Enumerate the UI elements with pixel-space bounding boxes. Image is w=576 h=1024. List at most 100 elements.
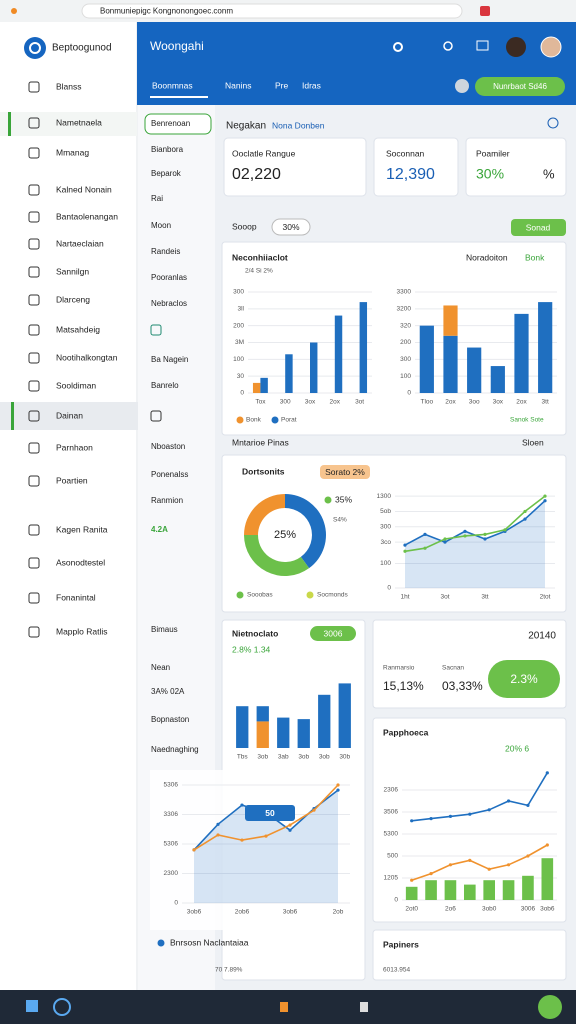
subnav-item[interactable]: 3A% 02A bbox=[151, 687, 185, 696]
bar bbox=[514, 313, 529, 393]
icon[interactable] bbox=[393, 42, 403, 52]
nav-item[interactable]: Dainan bbox=[56, 410, 83, 420]
header-button[interactable] bbox=[475, 77, 565, 96]
app-icon[interactable] bbox=[53, 998, 71, 1016]
avatar[interactable] bbox=[506, 37, 526, 57]
app-icon[interactable] bbox=[360, 1002, 368, 1012]
active-row bbox=[0, 112, 137, 136]
subnav-item[interactable]: Nebraclos bbox=[151, 299, 187, 308]
subnav-item[interactable]: Ponenalss bbox=[151, 470, 188, 479]
bar bbox=[338, 683, 351, 748]
heading-link[interactable]: Nona Donben bbox=[272, 120, 325, 130]
panel-pill bbox=[310, 626, 356, 641]
subnav-item[interactable]: Ranmion bbox=[151, 496, 183, 505]
nav-item[interactable]: Sooldiman bbox=[56, 380, 96, 390]
x-tick-label: 30b bbox=[339, 754, 350, 761]
nav-item[interactable]: Matsahdeig bbox=[56, 324, 100, 334]
subnav-item[interactable]: Nboaston bbox=[151, 442, 185, 451]
nav-item[interactable]: Fonanintal bbox=[56, 592, 96, 602]
point bbox=[443, 540, 447, 544]
subnav-item[interactable]: Randeis bbox=[151, 247, 180, 256]
active-marker bbox=[8, 112, 11, 136]
start-button[interactable] bbox=[26, 1000, 38, 1012]
stat-card bbox=[465, 137, 567, 197]
filter-button[interactable] bbox=[511, 219, 566, 236]
bar bbox=[252, 382, 261, 393]
icon[interactable] bbox=[476, 40, 489, 51]
nav-icon bbox=[28, 557, 40, 569]
nav-item[interactable]: Kagen Ranita bbox=[56, 524, 108, 534]
x-tick-label: 1ht bbox=[400, 594, 409, 601]
nav-item[interactable]: Parnhaon bbox=[56, 442, 93, 452]
avatar[interactable] bbox=[540, 36, 562, 58]
header-button-label: Nunrbaot Sd46 bbox=[493, 82, 547, 91]
tray-icon[interactable] bbox=[538, 995, 562, 1019]
nav-item[interactable]: Mmanag bbox=[56, 147, 89, 157]
bar bbox=[334, 315, 343, 393]
subnav-item[interactable]: Beparok bbox=[151, 169, 182, 178]
hover-marker bbox=[11, 402, 14, 430]
address-bar[interactable] bbox=[81, 3, 463, 19]
subnav-item[interactable]: Bimaus bbox=[151, 625, 178, 634]
nav-item[interactable]: Asonodtestel bbox=[56, 557, 105, 567]
y-tick-label: 30 bbox=[237, 373, 245, 380]
nav-item[interactable]: Kalned Nonain bbox=[56, 184, 112, 194]
card-label: Ranmarsio bbox=[383, 665, 415, 672]
subnav-item[interactable]: Moon bbox=[151, 221, 171, 230]
point bbox=[410, 819, 414, 823]
tab[interactable]: Boonmnas bbox=[152, 80, 193, 90]
subnav-item[interactable]: Naednaghing bbox=[151, 745, 199, 754]
subnav-item[interactable]: Benrenoan bbox=[151, 119, 190, 128]
panel bbox=[221, 454, 567, 613]
panel-title: Papiners bbox=[383, 939, 419, 949]
nav-item[interactable]: Nametnaela bbox=[56, 117, 102, 127]
section-link[interactable]: Sloen bbox=[522, 437, 544, 447]
info-icon[interactable] bbox=[547, 117, 559, 129]
nav-icon bbox=[150, 324, 162, 336]
x-tick-label: 3ot bbox=[355, 399, 364, 406]
panel-link[interactable]: Sanok Sote bbox=[510, 417, 544, 424]
panel-footer: 70 7.89% bbox=[215, 967, 243, 974]
x-tick-label: 300 bbox=[280, 399, 291, 406]
tab[interactable]: Pre bbox=[275, 80, 289, 90]
x-tick-label: 2ox bbox=[330, 399, 341, 406]
ext-icon[interactable] bbox=[480, 6, 490, 16]
brand: Beptoogunod bbox=[52, 43, 112, 54]
legend-label: Sooobas bbox=[247, 592, 273, 599]
bar bbox=[256, 706, 269, 722]
subnav-item[interactable]: Nean bbox=[151, 663, 170, 672]
nav-item[interactable]: Sannilgn bbox=[56, 266, 89, 276]
tab[interactable]: Nanins bbox=[225, 80, 251, 90]
panel-title: Nietnoclato bbox=[232, 628, 278, 638]
x-tick-label: 3ob6 bbox=[187, 909, 202, 916]
nav-item[interactable]: Poartien bbox=[56, 475, 88, 485]
nav-item[interactable]: Dlarceng bbox=[56, 294, 90, 304]
x-tick-label: 3006 bbox=[521, 906, 536, 913]
bar bbox=[236, 706, 249, 748]
icon[interactable] bbox=[455, 79, 469, 93]
legend-label: Porat bbox=[281, 417, 297, 424]
subnav-item[interactable]: Ba Nagein bbox=[151, 355, 188, 364]
nav-item[interactable]: Blanss bbox=[56, 81, 82, 91]
filter-chip[interactable] bbox=[271, 218, 311, 236]
subnav-item[interactable]: Bopnaston bbox=[151, 715, 189, 724]
point bbox=[443, 537, 447, 541]
card-label: Sacnan bbox=[442, 665, 464, 672]
line bbox=[411, 844, 548, 881]
panel-pill-label: 3006 bbox=[324, 628, 343, 638]
tab[interactable]: Idras bbox=[302, 80, 321, 90]
app-icon[interactable] bbox=[280, 1002, 288, 1012]
nav-item[interactable]: Mapplo Ratlis bbox=[56, 626, 108, 636]
nav-item[interactable]: Nootihalkongtan bbox=[56, 352, 118, 362]
panel-subtitle: 2.8% 1.34 bbox=[232, 644, 271, 654]
nav-item[interactable]: Nartaeclaian bbox=[56, 238, 104, 248]
subnav-item[interactable]: 4.2A bbox=[151, 525, 168, 534]
search-icon[interactable] bbox=[443, 41, 453, 51]
subnav-item[interactable]: Banrelo bbox=[151, 381, 179, 390]
nav-item[interactable]: Bantaolenangan bbox=[56, 211, 118, 221]
subnav-item[interactable]: Rai bbox=[151, 194, 163, 203]
subnav-item[interactable]: Bianbora bbox=[151, 145, 184, 154]
y-tick-label: 200 bbox=[400, 339, 411, 346]
bar bbox=[260, 377, 268, 393]
subnav-item[interactable]: Pooranlas bbox=[151, 273, 187, 282]
